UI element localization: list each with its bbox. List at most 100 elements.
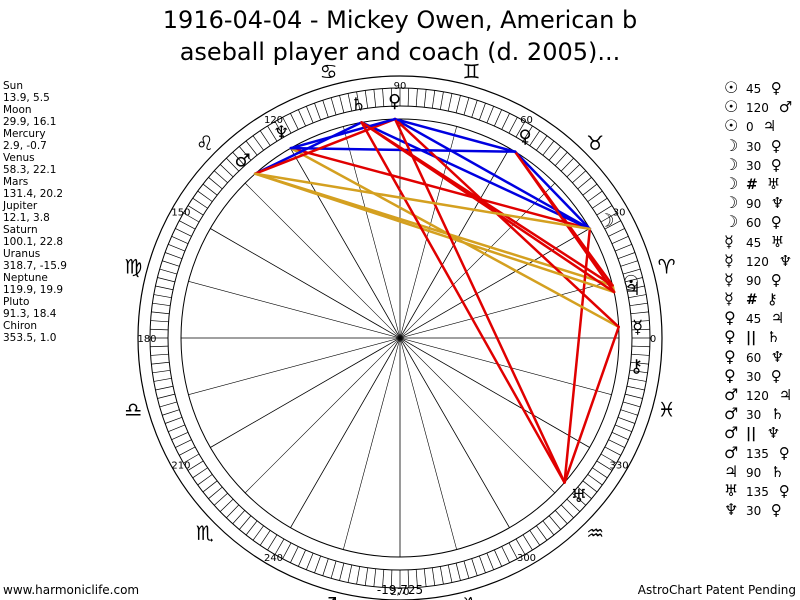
degree-tick bbox=[306, 106, 314, 124]
degree-tick bbox=[151, 311, 170, 315]
aspect-angle: 30 bbox=[746, 139, 762, 154]
zodiac-sign-libra: ♎ bbox=[124, 397, 142, 421]
aspect-line-mercury-uranus bbox=[563, 325, 620, 484]
degree-tick bbox=[566, 498, 581, 512]
aspect-line-moon-neptune bbox=[289, 146, 592, 231]
planet-values: 2.9, -0.7 bbox=[3, 140, 47, 152]
aspect-angle: 135 bbox=[746, 446, 769, 461]
aspect-body-1: ☿ bbox=[724, 289, 734, 309]
degree-tick bbox=[529, 530, 541, 546]
degree-tick bbox=[390, 88, 393, 107]
aspect-line-uranus-pluto bbox=[393, 117, 566, 484]
planet-values: 12.1, 3.8 bbox=[3, 212, 50, 224]
degree-tick bbox=[306, 552, 314, 570]
degree-tick bbox=[479, 102, 486, 121]
aspect-row: ♀ 30 ♀ bbox=[724, 366, 800, 385]
aspect-body-2: ⚷ bbox=[762, 290, 778, 309]
aspect-row: ♀ || ♄ bbox=[724, 327, 800, 346]
degree-tick bbox=[415, 569, 418, 588]
degree-tick bbox=[501, 546, 510, 563]
degree-tick bbox=[155, 285, 174, 291]
degree-tick bbox=[155, 385, 174, 391]
degree-tick bbox=[373, 568, 377, 587]
zodiac-sign-pisces: ♓ bbox=[658, 397, 676, 421]
aspect-body-2: ♅ bbox=[766, 232, 785, 251]
degree-tick bbox=[614, 244, 632, 252]
aspect-body-1: ☽ bbox=[724, 193, 739, 213]
degree-tick bbox=[232, 151, 246, 166]
degree-tick bbox=[630, 311, 649, 315]
degree-tick bbox=[245, 520, 258, 536]
degree-tick bbox=[252, 135, 264, 151]
aspect-line-mars-jupiter bbox=[253, 172, 616, 294]
aspect-angle: 30 bbox=[746, 408, 762, 423]
aspect-line-venus-pluto bbox=[393, 117, 517, 153]
degree-tick bbox=[554, 151, 568, 166]
degree-tick bbox=[159, 268, 178, 275]
zodiac-sign-aquarius: ♒ bbox=[586, 521, 604, 545]
aspect-body-2: ♀ bbox=[774, 481, 790, 500]
degree-tick bbox=[455, 95, 461, 113]
degree-tick bbox=[157, 277, 175, 283]
degree-label: 300 bbox=[517, 553, 536, 564]
degree-tick bbox=[604, 446, 621, 456]
aspect-body-1: ☽ bbox=[724, 212, 739, 232]
degree-label: 240 bbox=[264, 553, 283, 564]
degree-tick bbox=[542, 140, 555, 156]
aspect-angle: 120 bbox=[746, 101, 769, 116]
degree-tick bbox=[625, 277, 643, 283]
degree-tick bbox=[622, 268, 641, 275]
degree-tick bbox=[364, 567, 369, 586]
degree-tick bbox=[150, 320, 169, 323]
degree-tick bbox=[423, 89, 427, 108]
chiron-glyph: ⚷ bbox=[630, 356, 643, 377]
degree-tick bbox=[587, 474, 603, 486]
aspect-body-1: ♂ bbox=[724, 404, 739, 424]
aspect-body-1: ♂ bbox=[724, 385, 739, 404]
degree-tick bbox=[608, 228, 625, 237]
title-line-1: 1916-04-04 - Mickey Owen, American b bbox=[162, 6, 638, 34]
zodiac-sign-cancer: ♋ bbox=[320, 59, 338, 83]
degree-tick bbox=[267, 534, 278, 551]
aspect-row: ☽ 30 ♀ bbox=[724, 136, 800, 155]
degree-label: 120 bbox=[264, 115, 283, 126]
aspect-body-1: ☿ bbox=[724, 250, 734, 270]
planet-position-list: Sun 13.9, 5.5 Moon 29.9, 16.1 Mercury 2.9, -0… bbox=[3, 80, 67, 344]
degree-tick bbox=[282, 542, 292, 559]
aspect-body-2: ♃ bbox=[774, 386, 793, 404]
aspect-row: ☽ 30 ♀ bbox=[724, 155, 800, 174]
degree-tick bbox=[463, 97, 470, 116]
aspect-angle: || bbox=[746, 426, 757, 443]
aspect-body-2: ♀ bbox=[766, 213, 782, 232]
degree-tick bbox=[554, 510, 568, 525]
aspect-body-1: ☽ bbox=[724, 173, 739, 193]
degree-tick bbox=[152, 302, 171, 307]
degree-tick bbox=[339, 563, 345, 581]
neptune-glyph: ♆ bbox=[273, 123, 289, 144]
aspect-body-2: ♄ bbox=[766, 405, 785, 424]
aspect-row: ♆ 30 ♀ bbox=[724, 500, 800, 519]
degree-tick bbox=[572, 170, 587, 184]
degree-tick bbox=[626, 385, 645, 391]
aspect-body-2: ♆ bbox=[766, 194, 785, 213]
degree-tick bbox=[192, 197, 208, 209]
degree-tick bbox=[339, 95, 345, 113]
degree-tick bbox=[347, 564, 353, 583]
zodiac-sign-virgo: ♍ bbox=[124, 255, 142, 279]
degree-tick bbox=[171, 235, 189, 244]
degree-tick bbox=[407, 88, 410, 107]
aspect-body-1: ♀ bbox=[724, 346, 736, 366]
aspect-row: ☿ # ⚷ bbox=[724, 289, 800, 308]
degree-tick bbox=[259, 130, 271, 146]
degree-tick bbox=[252, 525, 264, 541]
aspect-angle: 45 bbox=[746, 312, 762, 327]
sector-spoke bbox=[188, 281, 612, 395]
planet-name: Chiron bbox=[3, 320, 38, 332]
degree-tick bbox=[356, 91, 361, 110]
degree-tick bbox=[631, 345, 650, 348]
degree-tick bbox=[202, 480, 218, 493]
degree-tick bbox=[587, 190, 603, 202]
aspect-line-moon-saturn bbox=[360, 121, 592, 231]
aspect-angle: 90 bbox=[746, 273, 762, 288]
degree-tick bbox=[596, 205, 613, 216]
